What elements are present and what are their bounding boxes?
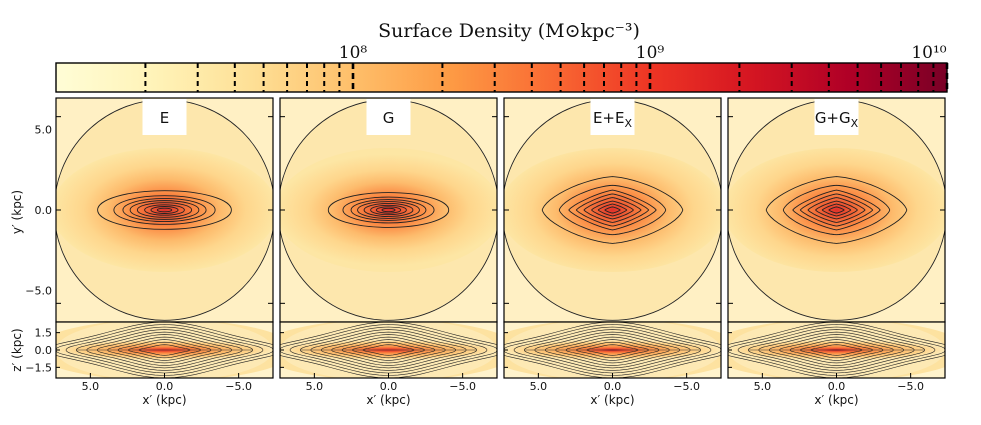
face-on-ytick-label: 5.0 <box>35 124 53 137</box>
xtick-label: −5.0 <box>897 380 924 393</box>
edge-on-xlabel: x′ (kpc) <box>814 393 858 407</box>
edge-on-map <box>728 322 945 378</box>
edge-on-ytick-label: 0.0 <box>35 344 53 357</box>
density-contour <box>765 176 908 244</box>
panel-label-box <box>142 99 187 135</box>
density-contour <box>799 193 874 227</box>
density-contour <box>604 206 621 214</box>
density-contour <box>357 201 420 219</box>
edge-on-map <box>504 322 721 378</box>
edge-on-map <box>280 322 497 378</box>
edge-on-contour <box>728 322 945 378</box>
density-contour <box>113 195 216 225</box>
density-contour <box>792 189 881 231</box>
density-contour <box>583 197 642 223</box>
face-on-ytick-label: −5.0 <box>25 284 52 297</box>
edge-on-xlabel: x′ (kpc) <box>590 393 634 407</box>
xtick-label: 5.0 <box>530 380 548 393</box>
xtick-label: 0.0 <box>380 380 398 393</box>
panel-label-box <box>814 99 859 135</box>
xtick-label: 0.0 <box>156 380 174 393</box>
density-contour <box>782 184 891 236</box>
xtick-label: −5.0 <box>673 380 700 393</box>
edge-on-ylabel: z′ (kpc) <box>10 328 24 371</box>
density-contour <box>828 206 845 214</box>
panel-2: G 5.0 0.0 −5.0 x′ (kpc) <box>279 97 498 407</box>
density-contour <box>590 200 635 220</box>
face-on-map <box>504 98 721 322</box>
xtick-label: 5.0 <box>306 380 324 393</box>
density-contour <box>122 197 207 223</box>
face-on-ylabel: y′ (kpc) <box>10 190 24 234</box>
face-on-map <box>280 98 497 322</box>
chart-title: Surface Density (M⊙kpc⁻³) <box>378 20 640 42</box>
density-contour <box>327 192 450 228</box>
colorbar-tick-label-1e9: 10⁹ <box>636 43 665 63</box>
density-contour <box>136 202 193 218</box>
colorbar-tick-label-1e8: 10⁸ <box>339 43 368 63</box>
colorbar: 10⁸ 10⁹ 10¹⁰ <box>55 43 949 93</box>
density-contour <box>381 207 396 213</box>
edge-on-contour <box>56 322 273 378</box>
xtick-label: −5.0 <box>449 380 476 393</box>
xtick-label: 0.0 <box>828 380 846 393</box>
panel-label: E <box>160 109 169 127</box>
density-contour <box>363 203 414 217</box>
density-contour <box>541 176 684 244</box>
density-contour <box>807 197 866 223</box>
panel-label-box <box>590 99 635 135</box>
edge-on-contour <box>65 326 264 374</box>
density-contour <box>144 204 185 216</box>
density-contour <box>156 207 173 213</box>
xtick-label: −5.0 <box>225 380 252 393</box>
panel-4: G+GX 5.0 0.0 −5.0 x′ (kpc) <box>727 97 946 407</box>
edge-on-contour <box>280 322 497 378</box>
edge-on-contour <box>56 324 273 376</box>
xtick-label: 5.0 <box>754 380 772 393</box>
density-contour <box>342 196 435 224</box>
density-contour <box>375 206 402 214</box>
density-contour <box>821 203 852 217</box>
panel-1: E 5.0 0.0 −5.0 x′ (kpc) 5.0 0.0 −5.0 1.5 0.0 −1.5 <box>25 97 274 407</box>
density-contour <box>129 200 200 220</box>
density-contour <box>150 206 179 214</box>
panel-label: E+EX <box>593 109 633 130</box>
edge-on-map <box>56 322 273 378</box>
panel-label-box <box>366 99 411 135</box>
panel-label: G <box>383 109 395 127</box>
density-contour <box>568 189 657 231</box>
density-contour <box>370 204 407 216</box>
colorbar-tick-label-1e10: 10¹⁰ <box>911 43 946 63</box>
face-on-map <box>56 98 273 322</box>
density-contour <box>597 203 628 217</box>
edge-on-contour <box>504 322 721 378</box>
density-contour <box>814 200 859 220</box>
edge-on-xlabel: x′ (kpc) <box>366 393 410 407</box>
panels: E 5.0 0.0 −5.0 x′ (kpc) 5.0 0.0 −5.0 1.5 0.0 −1.5 G… <box>25 97 946 407</box>
density-contour <box>350 199 427 221</box>
xtick-label: 5.0 <box>82 380 100 393</box>
xtick-label: 0.0 <box>604 380 622 393</box>
panel-label: G+GX <box>815 109 859 130</box>
edge-on-contour <box>504 324 721 376</box>
density-contour <box>575 193 650 227</box>
edge-on-ytick-label: 1.5 <box>35 327 53 340</box>
edge-on-xlabel: x′ (kpc) <box>142 393 186 407</box>
edge-on-contour <box>737 326 936 374</box>
colorbar-ticks <box>144 63 949 92</box>
density-contour <box>97 190 232 230</box>
colorbar-gradient <box>55 62 948 93</box>
edge-on-contour <box>728 324 945 376</box>
density-contour <box>558 184 667 236</box>
edge-on-ytick-label: −1.5 <box>25 361 52 374</box>
panel-3: E+EX 5.0 0.0 −5.0 x′ (kpc) <box>503 97 722 407</box>
edge-on-contour <box>513 326 712 374</box>
face-on-ytick-label: 0.0 <box>35 204 53 217</box>
edge-on-contour <box>289 326 488 374</box>
face-on-map <box>728 98 945 322</box>
edge-on-contour <box>280 324 497 376</box>
